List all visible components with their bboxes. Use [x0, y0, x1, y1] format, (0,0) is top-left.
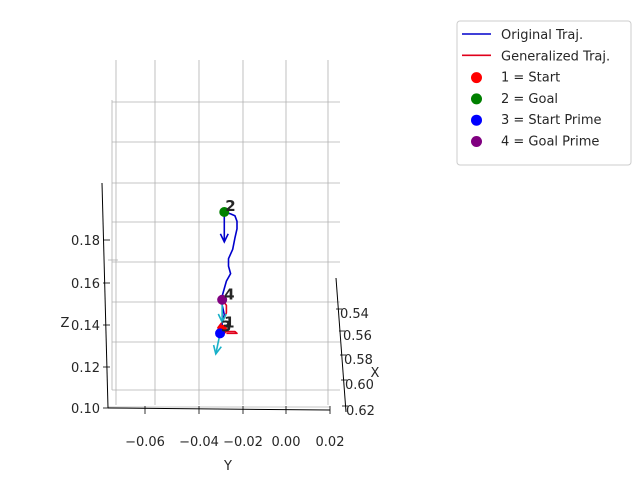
- legend-label: 1 = Start: [501, 71, 560, 86]
- y-tick-label: −0.02: [223, 435, 263, 450]
- legend-marker-swatch: [471, 93, 482, 105]
- x-axis-label: X: [371, 366, 380, 381]
- z-tick-label: 0.18: [71, 234, 100, 249]
- point-marker-start-prime: [215, 328, 226, 339]
- y-tick-label: −0.04: [179, 435, 219, 450]
- arrow-head: [212, 344, 222, 356]
- x-tick-label: 0.56: [343, 329, 372, 344]
- legend-marker-swatch: [471, 72, 482, 84]
- z-axis-line: [101, 182, 109, 409]
- legend-marker-swatch: [471, 136, 482, 147]
- y-axis-label: Y: [223, 459, 232, 474]
- z-tick-label: 0.14: [71, 319, 100, 334]
- legend: Original Traj. Generalized Traj. 1 = Start…: [456, 20, 632, 166]
- legend-entry: 4 = Goal Prime: [471, 135, 599, 150]
- x-tick-label: 0.54: [340, 307, 369, 322]
- x-tick-label: 0.60: [345, 378, 374, 393]
- arrow-head: [217, 313, 227, 324]
- legend-entry: 1 = Start: [471, 71, 560, 86]
- legend-label: 3 = Start Prime: [501, 113, 602, 128]
- y-tick-label: −0.06: [125, 435, 165, 450]
- point-marker-goal: [219, 207, 230, 217]
- point-label: 1: [224, 314, 234, 332]
- legend-label: Generalized Traj.: [501, 49, 610, 64]
- y-tick-label: 0.02: [316, 435, 345, 450]
- arrow-head: [219, 233, 229, 244]
- legend-entry: 3 = Start Prime: [471, 113, 602, 128]
- legend-entry: Original Traj.: [462, 28, 583, 43]
- point-label: 4: [224, 286, 234, 304]
- legend-label: 4 = Goal Prime: [501, 135, 599, 150]
- point-label: 2: [225, 197, 235, 215]
- legend-entry: Generalized Traj.: [462, 49, 610, 64]
- z-axis-label: Z: [61, 316, 70, 331]
- legend-label: 2 = Goal: [501, 92, 558, 107]
- y-axis-line: [107, 407, 331, 411]
- legend-frame: [456, 20, 632, 166]
- point-marker-goal-prime: [217, 294, 228, 305]
- legend-label: Original Traj.: [501, 28, 583, 43]
- x-axis-line: [335, 277, 347, 413]
- x-tick-label: 0.58: [344, 353, 373, 368]
- tick-labels: 0.10 0.12 0.14 0.16 0.18 −0.06 −0.04 −0.02 0.00 0…: [71, 234, 375, 450]
- z-tick-label: 0.16: [71, 277, 100, 292]
- y-tick-label: 0.00: [272, 435, 301, 450]
- legend-marker-swatch: [471, 114, 482, 126]
- point-label: 3: [221, 317, 231, 335]
- pane-grid: [108, 60, 340, 408]
- marker-layer: 1 2 3 4: [215, 197, 236, 339]
- x-tick-label: 0.62: [346, 404, 375, 419]
- z-tick-label: 0.12: [71, 361, 100, 376]
- legend-entry: 2 = Goal: [471, 92, 558, 107]
- z-tick-label: 0.10: [71, 402, 100, 417]
